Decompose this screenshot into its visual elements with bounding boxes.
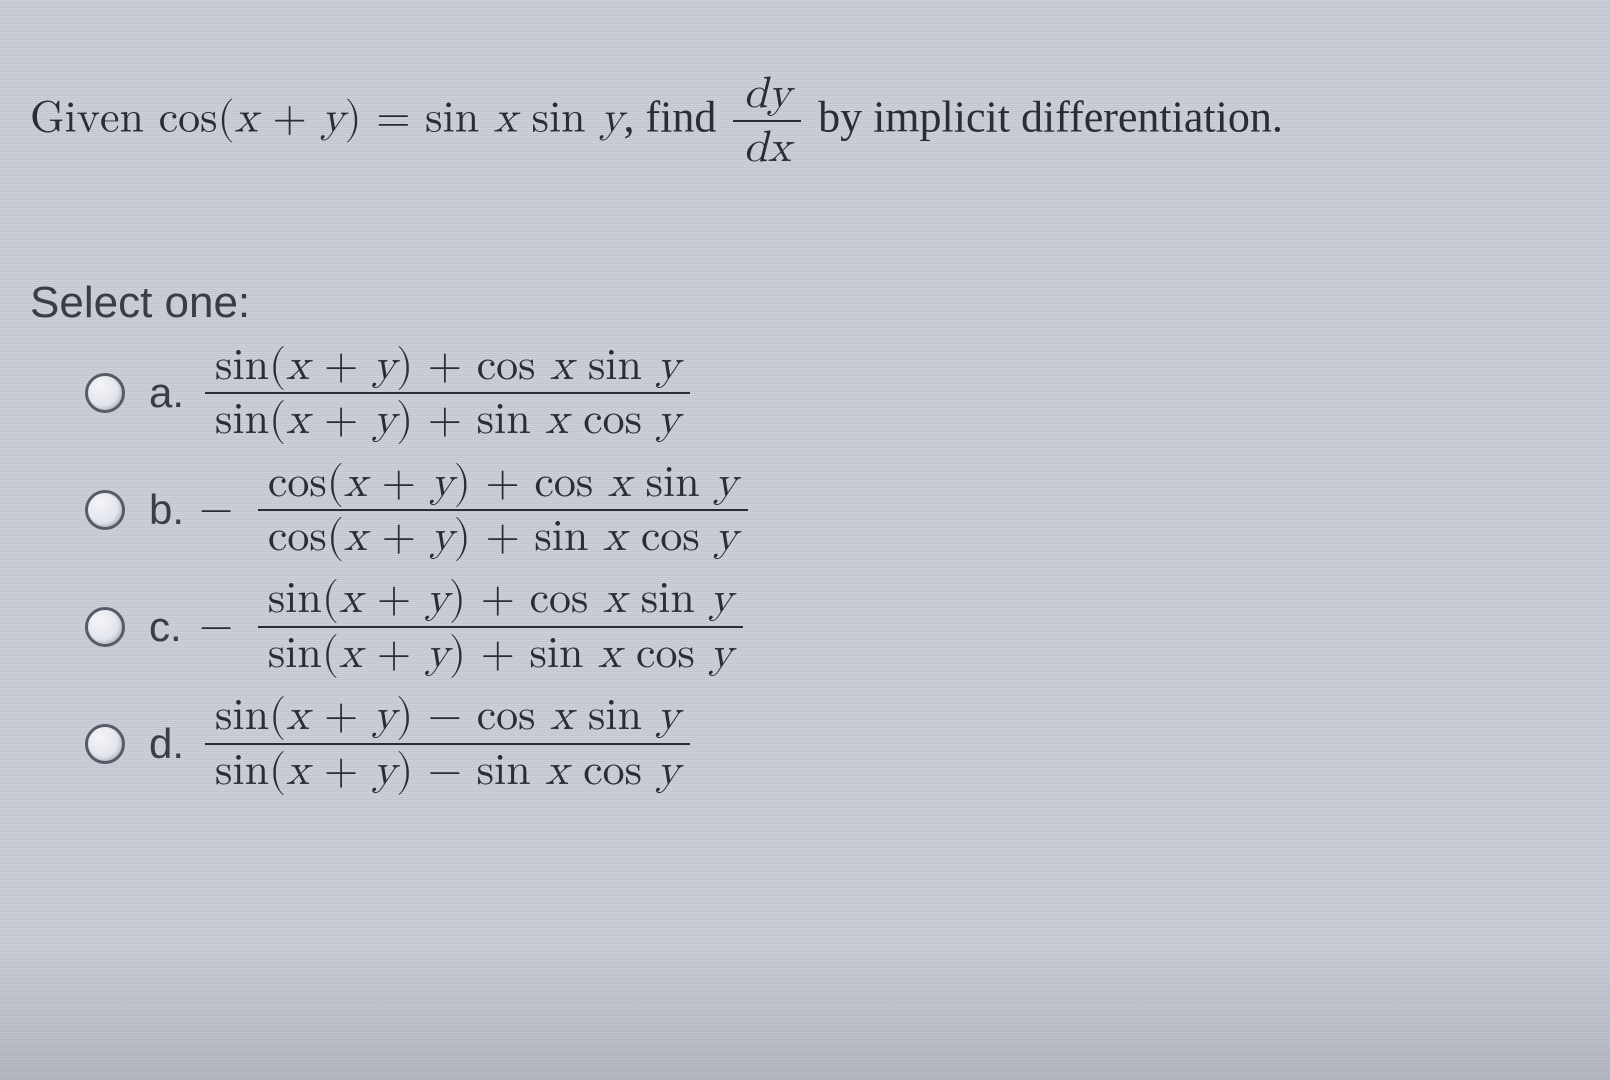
- bottom-vignette: [0, 940, 1610, 1080]
- derivative-den: dx: [733, 122, 801, 172]
- derivative-num: dy: [733, 70, 801, 122]
- option-c-expression: − sin(x + y) + cos x sin y sin(x + y) + …: [199, 575, 749, 678]
- question-rhs: sin x sin y: [425, 96, 623, 140]
- option-d-expression: sin(x + y) − cos x sin y sin(x + y) − si…: [199, 692, 696, 795]
- option-c-num: sin(x + y) + cos x sin y: [258, 575, 743, 627]
- option-a-expression: sin(x + y) + cos x sin y sin(x + y) + si…: [199, 342, 696, 445]
- radio-b[interactable]: [85, 490, 125, 530]
- option-a-fraction: sin(x + y) + cos x sin y sin(x + y) + si…: [205, 342, 690, 445]
- radio-d[interactable]: [85, 724, 125, 764]
- question-lhs: cos(x + y): [159, 96, 362, 140]
- option-d-num: sin(x + y) − cos x sin y: [205, 692, 690, 744]
- option-c-fraction: sin(x + y) + cos x sin y sin(x + y) + si…: [258, 575, 743, 678]
- option-d-den: sin(x + y) − sin x cos y: [205, 745, 690, 795]
- option-a-row[interactable]: a. sin(x + y) + cos x sin y sin(x + y) +…: [85, 342, 1580, 445]
- radio-a[interactable]: [85, 373, 125, 413]
- option-a-num: sin(x + y) + cos x sin y: [205, 342, 690, 394]
- option-b-num: cos(x + y) + cos x sin y: [258, 459, 748, 511]
- option-b-minus: −: [199, 483, 233, 536]
- option-d-fraction: sin(x + y) − cos x sin y sin(x + y) − si…: [205, 692, 690, 795]
- select-one-label: Select one:: [30, 278, 1580, 328]
- question-suffix: by implicit differentiation.: [807, 92, 1283, 141]
- option-b-fraction: cos(x + y) + cos x sin y cos(x + y) + si…: [258, 459, 748, 562]
- radio-c[interactable]: [85, 607, 125, 647]
- question-mid: , find: [623, 92, 727, 141]
- option-c-minus: −: [199, 600, 233, 653]
- option-c-den: sin(x + y) + sin x cos y: [258, 628, 743, 678]
- question-equals: =: [362, 96, 425, 140]
- option-b-den: cos(x + y) + sin x cos y: [258, 511, 748, 561]
- option-b-letter: b.: [149, 486, 199, 534]
- option-d-row[interactable]: d. sin(x + y) − cos x sin y sin(x + y) −…: [85, 692, 1580, 795]
- options-group: a. sin(x + y) + cos x sin y sin(x + y) +…: [30, 342, 1580, 795]
- option-b-row[interactable]: b. − cos(x + y) + cos x sin y cos(x + y)…: [85, 459, 1580, 562]
- option-b-expression: − cos(x + y) + cos x sin y cos(x + y) + …: [199, 459, 754, 562]
- option-d-letter: d.: [149, 720, 199, 768]
- option-c-letter: c.: [149, 603, 199, 651]
- question-prefix: Given: [30, 96, 159, 140]
- option-a-letter: a.: [149, 369, 199, 417]
- option-a-den: sin(x + y) + sin x cos y: [205, 394, 690, 444]
- derivative-fraction: dydx: [733, 70, 801, 173]
- question-stem: Given cos(x + y) = sin x sin y, find dyd…: [30, 70, 1580, 173]
- option-c-row[interactable]: c. − sin(x + y) + cos x sin y sin(x + y)…: [85, 575, 1580, 678]
